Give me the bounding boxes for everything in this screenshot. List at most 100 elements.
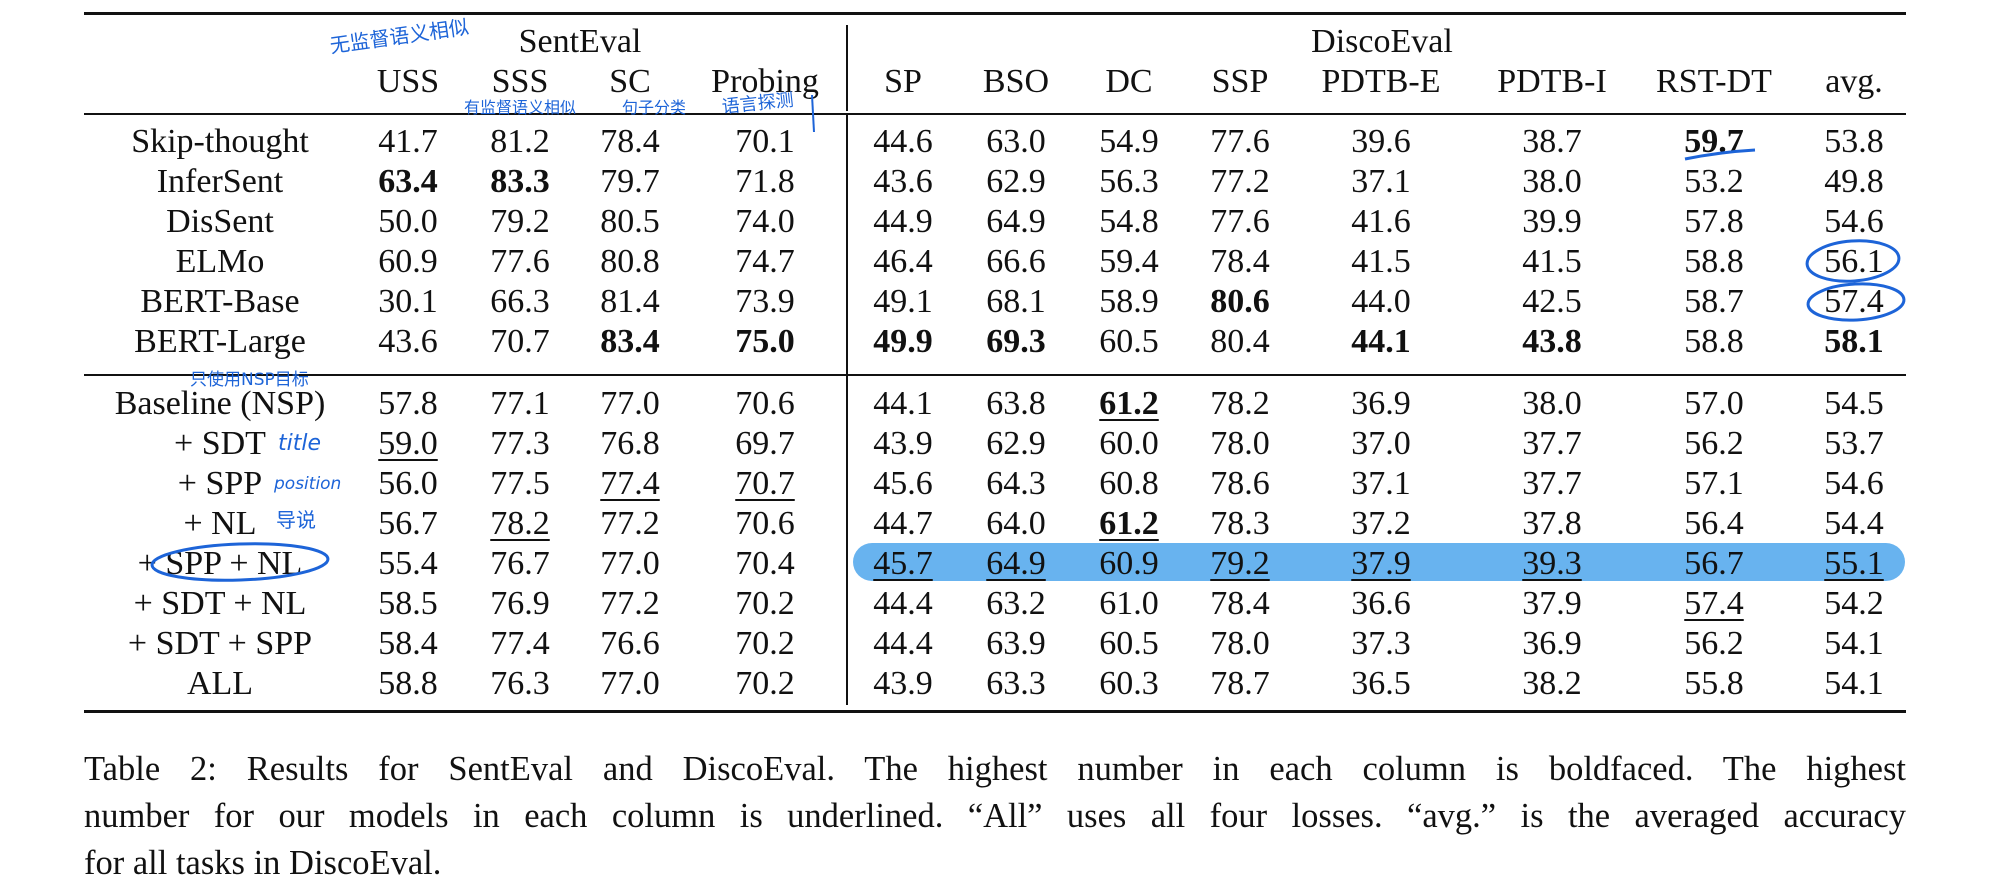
table-cell: 78.4 [1210,585,1270,622]
column-header-pdtb-i: PDTB-I [1497,63,1607,100]
table-cell: 58.8 [1684,323,1744,360]
table-cell: 60.3 [1099,665,1159,702]
table-cell: 59.0 [378,425,438,462]
column-header-dc: DC [1105,63,1153,100]
table-cell: 37.1 [1351,163,1411,200]
table-cell: 49.1 [873,283,933,320]
row-label: BERT-Large [134,323,306,360]
table-cell: 41.6 [1351,203,1411,240]
table-cell: 58.9 [1099,283,1159,320]
table-cell: 54.5 [1824,385,1884,422]
table-cell: 49.9 [873,323,933,360]
table-cell: 37.7 [1522,425,1582,462]
table-cell: 55.8 [1684,665,1744,702]
table-cell: 80.4 [1210,323,1270,360]
table-cell: 54.6 [1824,203,1884,240]
group-header-discoeval: DiscoEval [1311,23,1453,60]
table-cell: 79.7 [600,163,660,200]
table-cell: 56.2 [1684,425,1744,462]
table-cell: 78.2 [490,505,550,542]
table-cell: 43.6 [378,323,438,360]
table-cell: 70.7 [490,323,550,360]
table-cell: 57.0 [1684,385,1744,422]
table-cell: 80.5 [600,203,660,240]
table-cell: 60.8 [1099,465,1159,502]
table-cell: 66.3 [490,283,550,320]
table-cell: 69.3 [986,323,1046,360]
table-cell: 73.9 [735,283,795,320]
table-cell: 79.2 [490,203,550,240]
table-cell: 56.3 [1099,163,1159,200]
column-header-sss: SSS [491,63,549,100]
table-cell: 37.1 [1351,465,1411,502]
table-cell: 60.9 [378,243,438,280]
row-label: + NL [183,505,257,542]
table-cell: 77.2 [600,585,660,622]
table-cell: 49.8 [1824,163,1884,200]
table-cell: 43.9 [873,665,933,702]
table-cell: 58.8 [378,665,438,702]
table-cell: 38.2 [1522,665,1582,702]
table-cell: 64.0 [986,505,1046,542]
table-cell: 62.9 [986,163,1046,200]
column-header-ssp: SSP [1211,63,1269,100]
row-label: + SDT + NL [133,585,307,622]
table-cell: 77.6 [490,243,550,280]
table-cell: 78.0 [1210,425,1270,462]
column-header-sc: SC [609,63,651,100]
table-cell: 77.1 [490,385,550,422]
table-cell: 44.4 [873,625,933,662]
table-cell: 44.4 [873,585,933,622]
table-cell: 77.0 [600,665,660,702]
table-cell: 43.8 [1522,323,1582,360]
table-cell: 63.9 [986,625,1046,662]
table-cell: 76.3 [490,665,550,702]
table-cell: 39.6 [1351,123,1411,160]
table-cell: 78.7 [1210,665,1270,702]
table-cell: 56.0 [378,465,438,502]
table-cell: 37.9 [1522,585,1582,622]
table-cell: 64.9 [986,545,1046,582]
table-caption: Table 2: Results for SentEval and DiscoE… [84,746,1906,887]
table-cell: 77.2 [600,505,660,542]
column-header-pdtb-e: PDTB-E [1321,63,1441,100]
table-cell: 61.2 [1099,505,1159,542]
row-label: ALL [186,665,254,702]
table-cell: 36.9 [1522,625,1582,662]
handwritten-note-spp: position [274,474,342,494]
table-cell: 66.6 [986,243,1046,280]
table-cell: 37.9 [1351,545,1411,582]
table-cell: 78.6 [1210,465,1270,502]
table-cell: 61.0 [1099,585,1159,622]
table-cell: 80.6 [1210,283,1270,320]
table-cell: 45.7 [873,545,933,582]
handwritten-note-sss: 有监督语义相似 [464,98,577,117]
table-cell: 43.6 [873,163,933,200]
table-cell: 42.5 [1522,283,1582,320]
header-rule [84,113,1906,115]
handwritten-note-sdt: title [278,431,322,456]
table-cell: 45.6 [873,465,933,502]
row-highlight [853,543,1905,581]
table-cell: 83.3 [490,163,550,200]
row-label: DisSent [166,203,274,240]
table-cell: 46.4 [873,243,933,280]
table-cell: 68.1 [986,283,1046,320]
table-cell: 37.8 [1522,505,1582,542]
table-cell: 53.7 [1824,425,1884,462]
table-cell: 59.7 [1684,123,1744,160]
table-cell: 75.0 [735,323,795,360]
table-cell: 55.4 [378,545,438,582]
table-cell: 56.4 [1684,505,1744,542]
table-cell: 37.7 [1522,465,1582,502]
table-cell: 61.2 [1099,385,1159,422]
table-cell: 79.2 [1210,545,1270,582]
table-cell: 30.1 [378,283,438,320]
group-divider-header [846,25,848,111]
table-cell: 59.4 [1099,243,1159,280]
table-cell: 76.6 [600,625,660,662]
table-cell: 81.2 [490,123,550,160]
table-cell: 64.3 [986,465,1046,502]
table-cell: 44.0 [1351,283,1411,320]
table-cell: 41.5 [1351,243,1411,280]
